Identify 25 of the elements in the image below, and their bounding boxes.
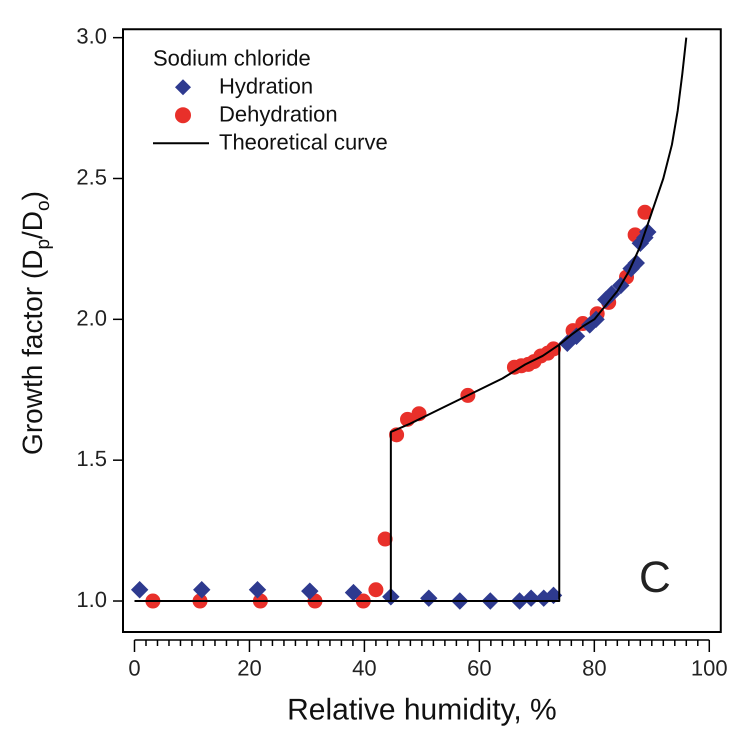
point (368, 582, 384, 598)
legend-title: Sodium chloride (153, 45, 311, 70)
x-tick-label: 20 (237, 655, 262, 680)
point (378, 532, 393, 547)
y-tick-label: 1.5 (76, 446, 107, 472)
point (301, 582, 318, 600)
point (249, 581, 266, 598)
point (344, 584, 362, 602)
legend-label: Dehydration (219, 101, 338, 126)
legend-label: Hydration (219, 73, 314, 98)
point (131, 581, 148, 598)
x-tick-label: 100 (690, 655, 728, 680)
point (637, 204, 652, 220)
point (193, 581, 210, 598)
x-axis-title: Relative humidity, % (287, 693, 557, 726)
x-tick-label: 40 (352, 655, 377, 680)
x-tick-label: 60 (467, 655, 492, 680)
y-tick-label: 1.0 (76, 587, 107, 612)
y-tick-label: 2.0 (76, 305, 107, 330)
legend-label: Theoretical curve (219, 129, 388, 154)
y-tick-label: 2.5 (76, 164, 107, 190)
annotation: C (638, 553, 671, 602)
x-tick-label: 0 (128, 655, 141, 680)
y-tick-label: 3.0 (76, 24, 107, 49)
x-tick-label: 80 (582, 655, 607, 680)
